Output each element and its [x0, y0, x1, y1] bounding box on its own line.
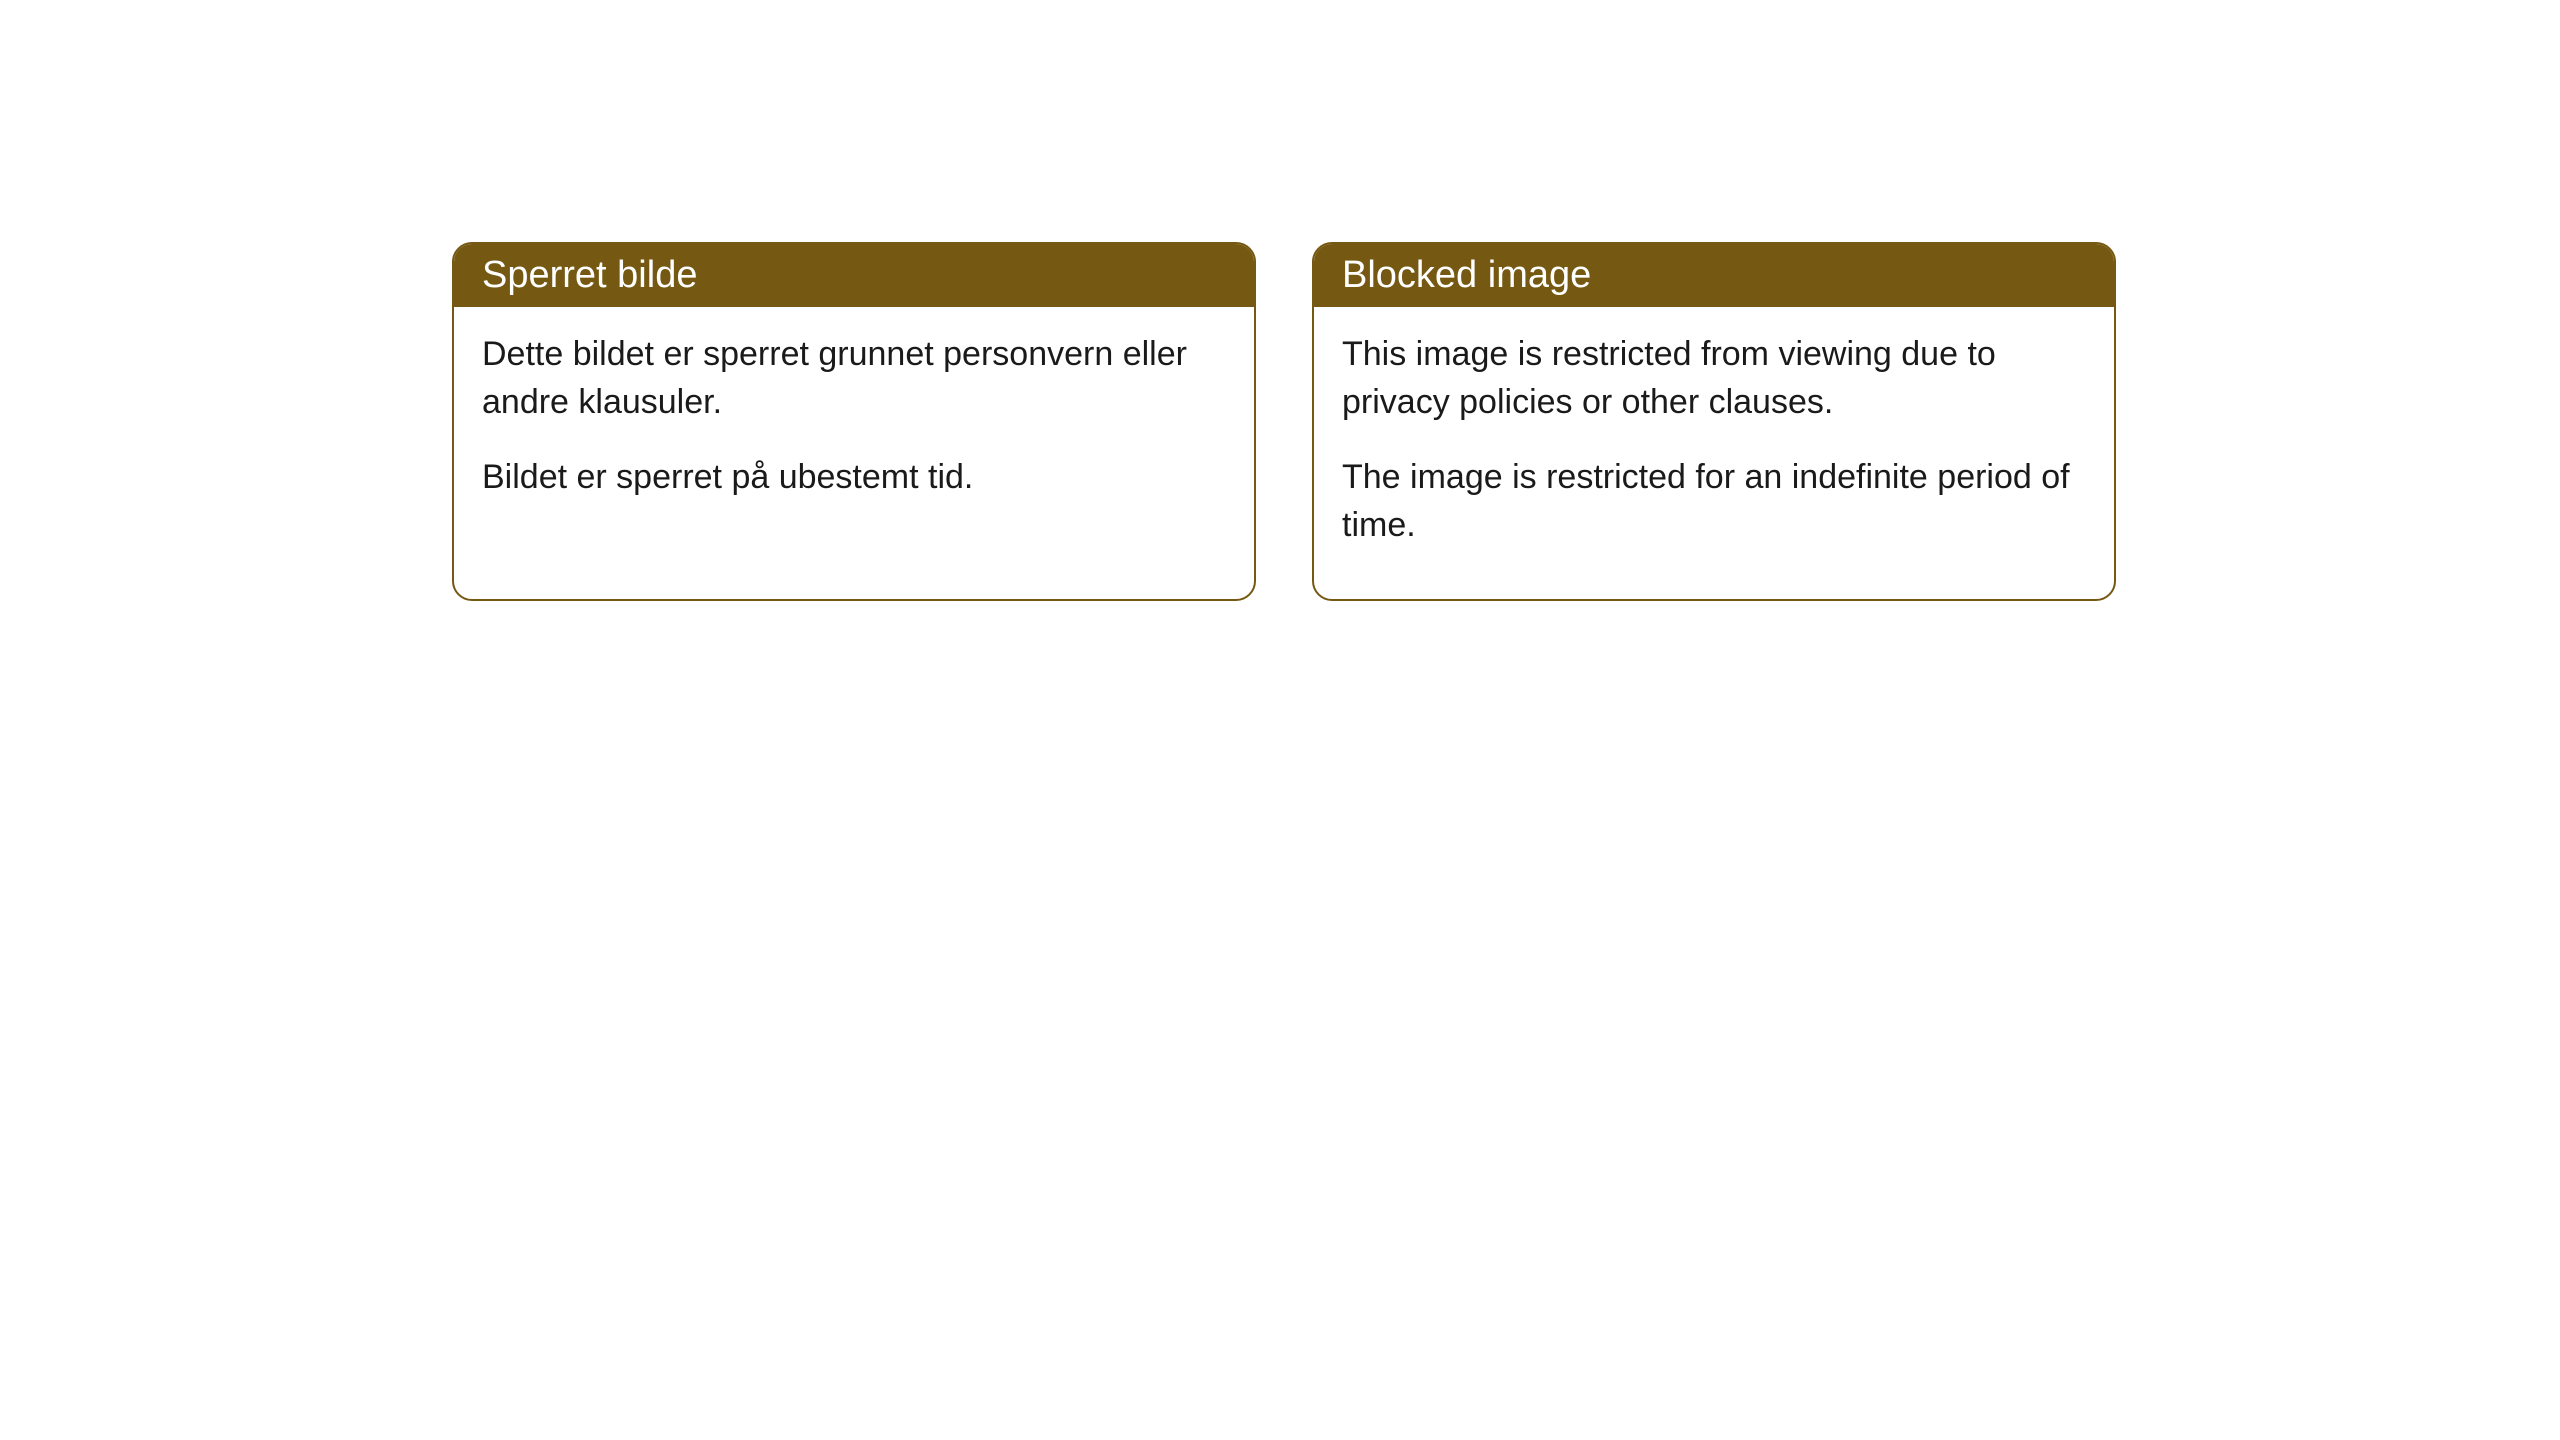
blocked-image-card-english: Blocked image This image is restricted f…: [1312, 242, 2116, 601]
card-title: Sperret bilde: [482, 254, 697, 296]
card-paragraph: This image is restricted from viewing du…: [1342, 331, 2086, 426]
card-header: Blocked image: [1314, 244, 2114, 307]
card-body: Dette bildet er sperret grunnet personve…: [454, 307, 1254, 552]
card-paragraph: Dette bildet er sperret grunnet personve…: [482, 331, 1226, 426]
card-body: This image is restricted from viewing du…: [1314, 307, 2114, 599]
card-header: Sperret bilde: [454, 244, 1254, 307]
card-paragraph: The image is restricted for an indefinit…: [1342, 454, 2086, 549]
cards-container: Sperret bilde Dette bildet er sperret gr…: [0, 0, 2560, 601]
blocked-image-card-norwegian: Sperret bilde Dette bildet er sperret gr…: [452, 242, 1256, 601]
card-title: Blocked image: [1342, 254, 1591, 296]
card-paragraph: Bildet er sperret på ubestemt tid.: [482, 454, 1226, 502]
